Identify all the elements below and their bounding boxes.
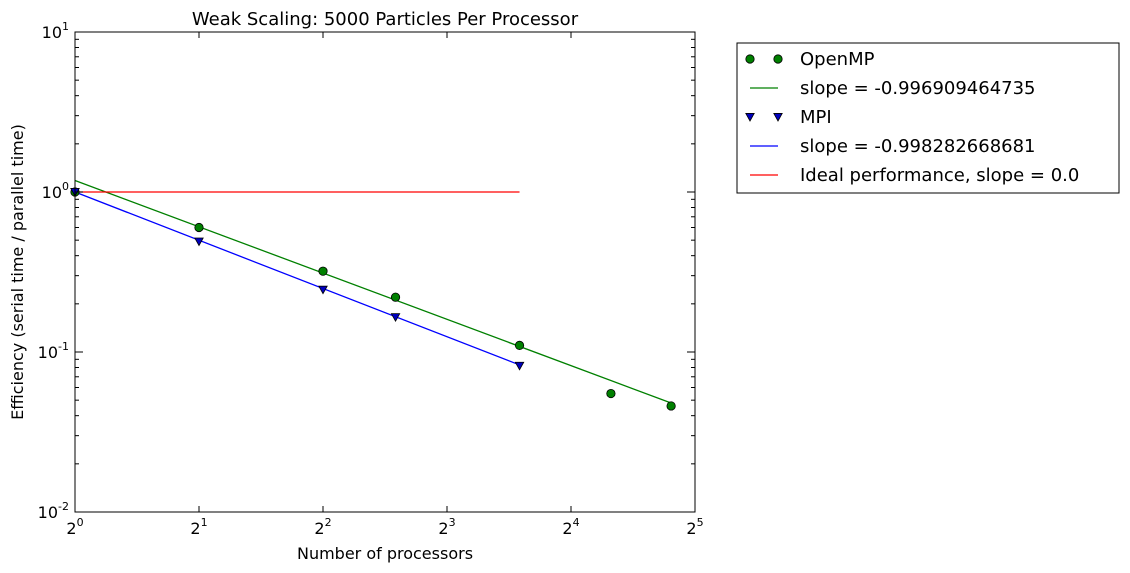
legend-marker-2	[745, 113, 755, 122]
legend-label-1: slope = -0.996909464735	[800, 78, 1036, 99]
mpi-point-1	[194, 237, 204, 247]
legend-box	[736, 42, 1120, 194]
y-tick-label-1: 10-1	[38, 340, 69, 362]
series-line-3	[74, 191, 520, 366]
openmp-point-5	[606, 388, 616, 399]
legend-label-2: MPI	[800, 107, 832, 128]
x-tick-label-0: 20	[66, 516, 83, 538]
legend-label-0: OpenMP	[800, 49, 875, 70]
openmp-point-6	[666, 401, 676, 411]
y-tick-label-2: 100	[42, 180, 69, 202]
x-tick-label-2: 22	[314, 516, 331, 538]
y-axis: 10-2 10-1 100 101	[38, 20, 695, 522]
y-tick-label-0: 10-2	[38, 500, 69, 522]
mpi-point-3	[390, 313, 401, 323]
y-tick-label-3: 101	[42, 20, 69, 42]
y-axis-label: Efficiency (serial time / parallel time)	[8, 124, 27, 420]
openmp-point-2	[318, 266, 328, 276]
x-tick-label-5: 25	[686, 516, 703, 538]
mpi-point-2	[318, 285, 328, 295]
openmp-point-4	[514, 340, 525, 350]
legend-marker-2b	[773, 113, 783, 122]
openmp-point-1	[194, 222, 204, 233]
mpi-point-4	[514, 361, 525, 371]
series-line-1	[74, 179, 672, 404]
legend-label-4: Ideal performance, slope = 0.0	[800, 165, 1079, 186]
x-axis: 20 21 22 23 24 25	[66, 32, 704, 538]
chart-title: Weak Scaling: 5000 Particles Per Process…	[192, 9, 579, 30]
plot-frame	[74, 31, 696, 513]
legend-marker-0b	[773, 54, 783, 64]
legend: OpenMP slope = -0.996909464735 MPI slope = …	[736, 42, 1120, 194]
x-tick-label-3: 23	[438, 516, 455, 538]
plot-marks	[70, 179, 676, 411]
x-axis-label: Number of processors	[297, 544, 473, 563]
x-tick-label-1: 21	[190, 516, 207, 538]
x-tick-label-4: 24	[562, 516, 579, 538]
legend-marker-0	[745, 54, 755, 64]
openmp-point-3	[390, 292, 401, 302]
legend-label-3: slope = -0.998282668681	[800, 136, 1036, 157]
